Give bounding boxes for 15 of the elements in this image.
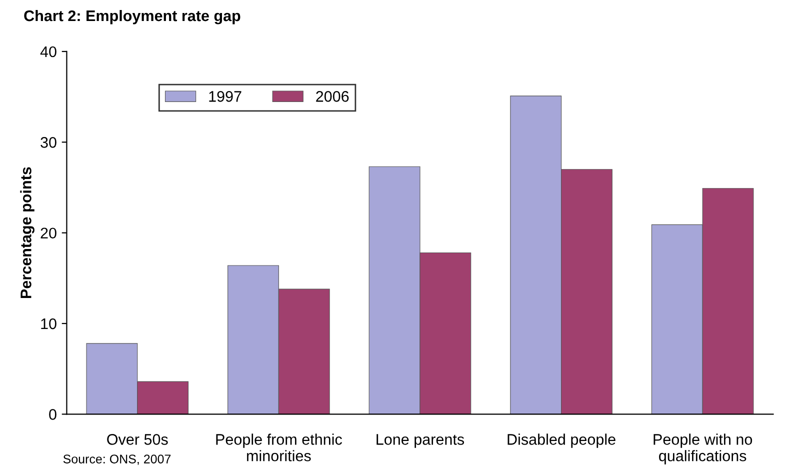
x-tick-label: Over 50s — [107, 434, 168, 445]
x-tick-label: People from ethnic minorities — [216, 434, 342, 462]
y-tick-label: 10 — [41, 318, 56, 330]
y-axis-title: Percentage points — [20, 167, 34, 298]
x-tick-label: Lone parents — [376, 434, 464, 448]
y-tick-label: 40 — [40, 46, 56, 58]
legend-label: 1997 — [209, 91, 242, 102]
y-tick-label: 0 — [49, 409, 56, 420]
legend-label: 2006 — [316, 91, 349, 102]
chart-title: Chart 2: Employment rate gap — [24, 10, 240, 24]
source-note: Source: ONS, 2007 — [63, 454, 171, 465]
x-tick-label: Disabled people — [508, 434, 616, 448]
x-tick-label: People with no qualifications — [654, 434, 752, 464]
y-tick-label: 20 — [40, 228, 56, 239]
y-tick-label: 30 — [40, 137, 56, 148]
